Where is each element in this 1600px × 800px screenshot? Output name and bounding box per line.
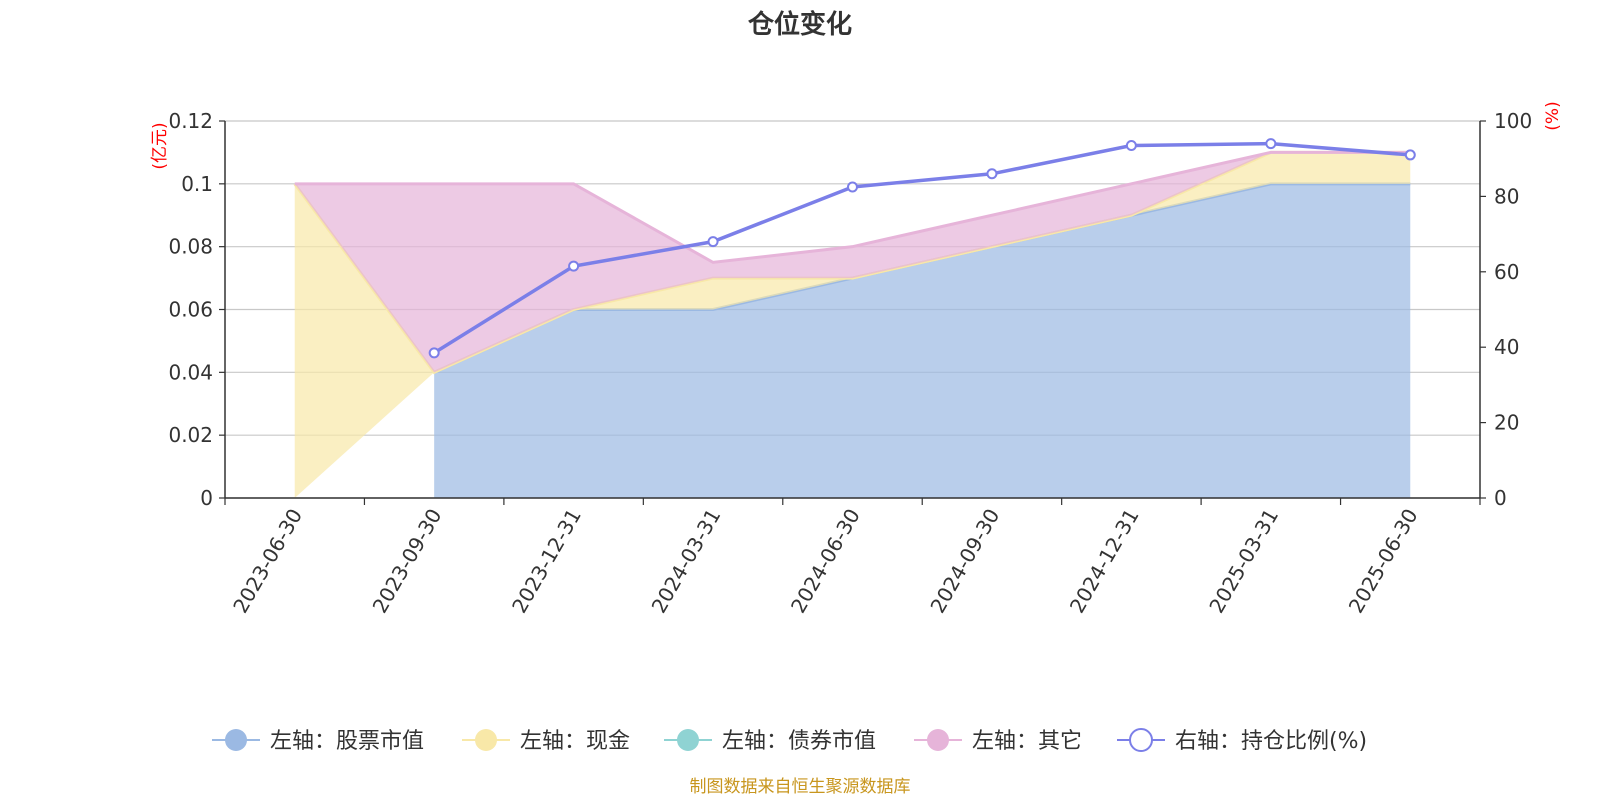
line-右轴：持仓比例(%) — [433, 141, 1411, 355]
line-point — [1404, 149, 1416, 161]
line-point — [986, 168, 998, 180]
right-axis-tick-label: 100 — [1494, 109, 1532, 133]
right-axis-tick-label: 20 — [1494, 411, 1519, 435]
left-axis-tick-label: 0.06 — [168, 298, 213, 322]
right-axis-tick-label: 60 — [1494, 260, 1519, 284]
legend-label: 左轴：股票市值 — [270, 729, 424, 754]
line-series — [428, 138, 1416, 359]
area-左轴：其它 — [294, 152, 1411, 373]
legend-label: 右轴：持仓比例(%) — [1175, 729, 1367, 754]
legend-label: 左轴：债券市值 — [722, 729, 876, 754]
x-axis-tick-label: 2023-12-31 — [507, 505, 586, 618]
right-axis-tick-label: 0 — [1494, 486, 1507, 510]
legend-marker — [225, 729, 247, 751]
left-axis-tick-label: 0.12 — [168, 109, 213, 133]
line-point — [428, 347, 440, 359]
x-axis-tick-label: 2025-03-31 — [1204, 505, 1283, 618]
chart-title: 仓位变化 — [747, 9, 852, 40]
area-左轴：股票市值 — [434, 183, 1411, 499]
x-axis-tick-label: 2025-06-30 — [1344, 505, 1423, 618]
legend: 左轴：股票市值 左轴：现金 左轴：债券市值 左轴：其它 右轴：持仓比例(%) — [212, 728, 1367, 754]
left-axis-tick-label: 0.08 — [168, 235, 213, 259]
area-top-line — [294, 150, 1411, 264]
left-axis-unit: (亿元) — [150, 122, 170, 169]
x-axis-tick-label: 2024-06-30 — [786, 505, 865, 618]
data-source-note: 制图数据来自恒生聚源数据库 — [690, 777, 911, 797]
right-axis-tick-label: 40 — [1494, 335, 1519, 359]
line-point — [707, 236, 719, 248]
line-point — [1265, 138, 1277, 150]
legend-label: 左轴：现金 — [520, 729, 630, 754]
x-axis-tick-label: 2024-09-30 — [925, 505, 1004, 618]
x-axis-tick-label: 2023-06-30 — [228, 505, 307, 618]
area-series — [293, 150, 1411, 499]
line-point — [847, 181, 858, 193]
legend-marker — [927, 729, 949, 751]
legend-label: 左轴：其它 — [972, 729, 1082, 754]
left-axis-tick-label: 0 — [200, 486, 213, 510]
right-axis-tick-label: 80 — [1494, 184, 1519, 208]
right-axis-unit: (%) — [1543, 101, 1563, 130]
left-axis-tick-label: 0.02 — [168, 423, 213, 447]
line-point — [568, 260, 580, 272]
line-point — [1125, 140, 1137, 152]
left-axis-tick-label: 0.04 — [168, 360, 213, 384]
legend-marker — [475, 729, 497, 751]
legend-marker — [677, 729, 699, 751]
x-axis-tick-label: 2023-09-30 — [368, 505, 447, 618]
left-axis-tick-label: 0.1 — [181, 172, 213, 196]
x-axis-tick-label: 2024-03-31 — [646, 505, 725, 618]
legend-marker — [1129, 728, 1153, 752]
x-axis-tick-label: 2024-12-31 — [1065, 505, 1144, 618]
